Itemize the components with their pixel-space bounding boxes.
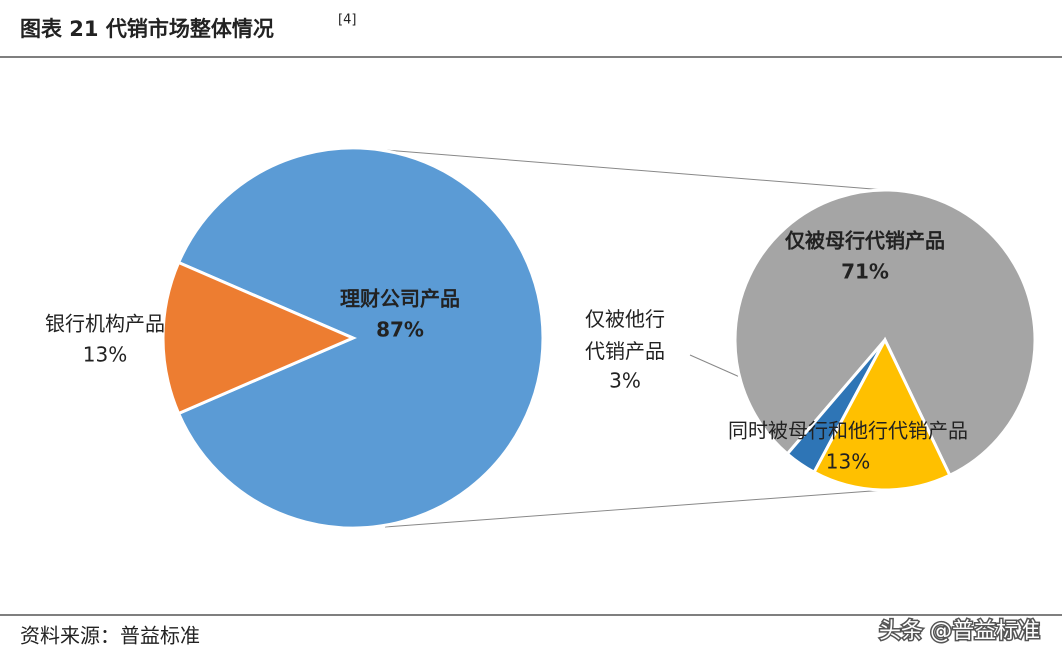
source-note: 资料来源：普益标准 (20, 624, 200, 648)
pie-slice (176, 146, 545, 530)
value-label: 3% (609, 369, 641, 393)
value-label: 13% (826, 450, 870, 474)
chart-title: 图表 21 代销市场整体情况 (20, 17, 274, 41)
value-label: 71% (841, 260, 889, 284)
value-label: 87% (376, 318, 424, 342)
slice-label: 同时被母行和他行代销产品 (728, 419, 968, 443)
slice-label: 理财公司产品 (340, 287, 460, 311)
slice-label: 仅被他行代销产品 (585, 307, 665, 363)
pie-slice (812, 336, 952, 492)
pies: 理财公司产品 87% 银行机构产品 13% 仅被母行代销产品 71% 仅被他行代销产品 3% 同… (45, 146, 1037, 530)
connector-line (384, 489, 886, 528)
slice-label: 银行机构产品 (45, 312, 165, 336)
title-reference: [4] (338, 13, 356, 28)
slice-label: 仅被母行代销产品 (785, 229, 945, 253)
connector-line (384, 149, 886, 191)
value-label: 13% (83, 343, 127, 367)
pie-slice (733, 188, 1037, 478)
leader-line (689, 354, 743, 379)
watermark: 头条 @普益标准 (879, 619, 1040, 644)
pie-slice (161, 260, 357, 416)
